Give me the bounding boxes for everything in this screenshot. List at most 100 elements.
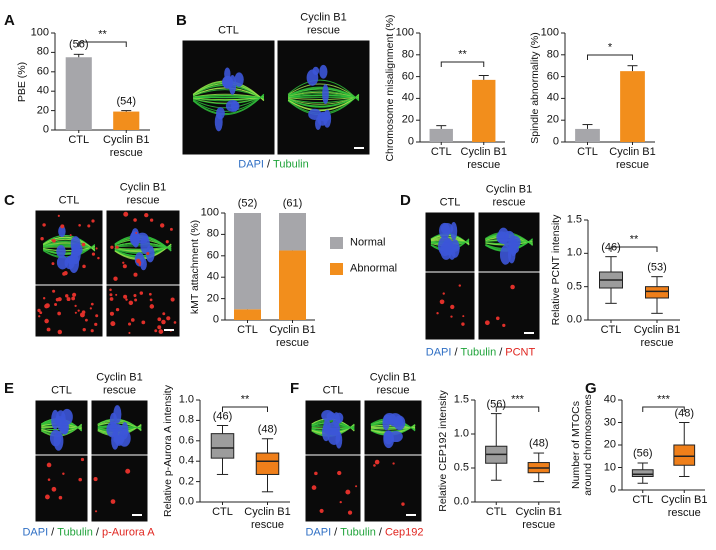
y-tick-label: 40 — [546, 92, 559, 105]
micrograph-dot — [110, 245, 114, 249]
micrograph-dot — [72, 292, 77, 297]
micrograph-column-label: CTL — [58, 194, 80, 207]
y-tick-label: 0.6 — [178, 434, 194, 447]
micrograph-dot — [113, 276, 118, 281]
significance-label: ** — [98, 28, 107, 41]
y-axis-title: Chromosome misalignment (%) — [383, 13, 396, 162]
micrograph-fiber — [287, 95, 360, 107]
micrograph-dot — [436, 312, 439, 315]
panel-letter: A — [4, 12, 15, 29]
y-tick-label: 100 — [395, 26, 414, 39]
micrograph-dot — [162, 312, 166, 316]
n-label: (56) — [68, 39, 89, 52]
n-label: (48) — [257, 423, 278, 436]
micrograph-dot — [81, 310, 86, 314]
significance-label: *** — [511, 393, 524, 406]
micrograph-dot — [337, 470, 342, 476]
panel-letter: F — [290, 380, 300, 397]
y-tick-label: 40 — [206, 270, 219, 283]
micrograph-fiber — [192, 93, 265, 116]
micrograph — [105, 284, 181, 338]
micrograph-dot — [37, 308, 41, 313]
micrograph-dot — [146, 252, 150, 256]
micrograph-column-label: CTL — [218, 24, 239, 37]
micrograph-dot — [161, 319, 166, 325]
x-tick-label: CTL — [212, 506, 233, 518]
y-tick-label: 1.0 — [178, 393, 194, 406]
x-tick-label: Cyclin B1 rescue — [515, 506, 562, 531]
micrograph-dot — [123, 294, 128, 299]
micrograph-dot — [319, 508, 324, 513]
panel-letter: B — [176, 12, 187, 29]
y-tick-label: 1.5 — [566, 213, 582, 226]
micrograph-dot — [51, 239, 54, 242]
micrograph-dot — [125, 298, 128, 301]
x-tick-label: CTL — [600, 324, 622, 336]
y-axis-title: Spindle abnormality (%) — [528, 31, 541, 144]
micrograph-dot — [42, 223, 46, 227]
micrograph-dot — [94, 510, 98, 513]
micrograph-dot — [133, 272, 138, 277]
y-tick-label: 0 — [42, 123, 49, 136]
n-label: (56) — [486, 398, 507, 411]
micrograph-dot — [109, 288, 112, 292]
stain-name: / — [378, 526, 382, 539]
stain-name: DAPI — [425, 346, 452, 359]
y-tick-label: 1.0 — [453, 427, 469, 440]
micrograph-chromosome — [56, 255, 69, 270]
micrograph-dot — [314, 471, 318, 476]
bar — [65, 57, 92, 130]
bar-segment — [234, 213, 261, 310]
micrograph-chromosome — [56, 245, 66, 258]
micrograph-dot — [125, 468, 131, 474]
micrograph-dot — [110, 321, 116, 327]
micrograph-chromosome — [508, 235, 521, 249]
panel-letter: D — [400, 192, 411, 209]
y-tick-label: 40 — [603, 393, 616, 406]
y-tick-label: 20 — [401, 113, 414, 126]
micrograph-dot — [58, 495, 63, 500]
micrograph-dot — [311, 485, 317, 490]
micrograph-dot — [450, 304, 455, 310]
micrograph-chromosome — [334, 412, 344, 424]
y-axis-title: Relative p-Aurora A intensity — [161, 385, 174, 517]
micrograph-dot — [122, 261, 125, 264]
micrograph — [424, 271, 476, 341]
box — [673, 444, 696, 466]
y-tick-label: 60 — [546, 70, 559, 83]
y-tick-label: 60 — [401, 70, 414, 83]
micrograph-chromosome — [389, 431, 403, 443]
micrograph-column-label: CTL — [439, 196, 461, 209]
y-tick-label: 10 — [603, 461, 616, 474]
significance-label: ** — [629, 233, 639, 246]
micrograph-dot — [450, 315, 453, 318]
micrograph-dot — [38, 315, 41, 318]
y-tick-label: 0 — [212, 313, 219, 326]
bar — [472, 79, 496, 142]
micrograph-chromosome — [322, 423, 331, 442]
micrograph-chromosome — [440, 223, 454, 235]
micrograph-column-label: CTL — [51, 384, 72, 397]
micrograph-dot — [95, 247, 98, 250]
micrograph-dot — [51, 486, 57, 492]
bar-segment — [279, 250, 306, 320]
micrograph — [34, 454, 89, 523]
y-tick-label: 60 — [206, 249, 219, 262]
micrograph-dot — [136, 258, 141, 264]
stain-name: / — [334, 526, 338, 539]
bar — [620, 71, 645, 142]
micrograph-dot — [166, 316, 171, 321]
micrograph-dot — [110, 499, 116, 504]
micrograph-dot — [133, 218, 137, 222]
stain-name: / — [454, 346, 458, 359]
scale-bar — [406, 514, 416, 516]
micrograph-chromosome — [317, 111, 331, 122]
stain-name: Tubulin — [273, 158, 309, 171]
legend-label: Abnormal — [350, 262, 398, 275]
micrograph-fiber — [42, 236, 96, 251]
significance-label: *** — [657, 393, 670, 406]
y-tick-label: 0.0 — [453, 495, 469, 508]
x-tick-label: Cyclin B1 rescue — [244, 506, 291, 531]
micrograph-dot — [510, 284, 515, 290]
micrograph-dot — [461, 322, 465, 326]
